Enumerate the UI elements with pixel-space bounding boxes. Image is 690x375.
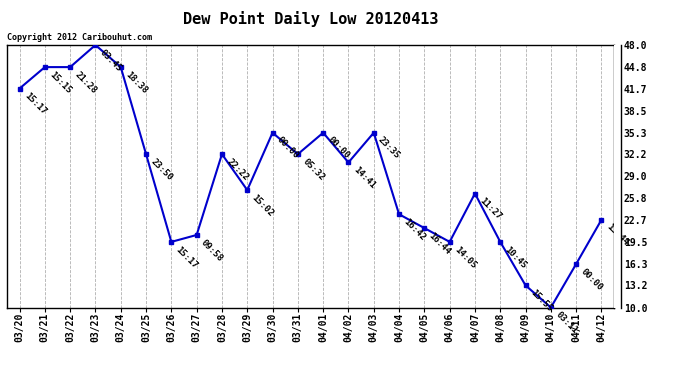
Text: 11:27: 11:27	[477, 196, 503, 222]
Text: 15:17: 15:17	[174, 244, 199, 270]
Text: 00:00: 00:00	[326, 135, 351, 161]
Text: 16:42: 16:42	[402, 217, 427, 242]
Text: 15:15: 15:15	[48, 70, 73, 95]
Text: 21:28: 21:28	[73, 70, 98, 95]
Text: 14:41: 14:41	[351, 165, 377, 190]
Text: 18:38: 18:38	[124, 70, 149, 95]
Text: 09:58: 09:58	[199, 238, 225, 263]
Text: Copyright 2012 Caribouhut.com: Copyright 2012 Caribouhut.com	[7, 33, 152, 42]
Text: 05:32: 05:32	[301, 157, 326, 182]
Text: 16:44: 16:44	[427, 231, 453, 256]
Text: 15:02: 15:02	[250, 193, 275, 218]
Text: 13:44: 13:44	[604, 222, 629, 248]
Text: 23:35: 23:35	[377, 135, 402, 161]
Text: 14:05: 14:05	[453, 244, 477, 270]
Text: 00:00: 00:00	[579, 267, 604, 292]
Text: 03:45: 03:45	[98, 48, 124, 73]
Text: 22:22: 22:22	[225, 157, 250, 182]
Text: 15:17: 15:17	[22, 91, 48, 117]
Text: Dew Point Daily Low 20120413: Dew Point Daily Low 20120413	[183, 11, 438, 27]
Text: 23:50: 23:50	[149, 157, 174, 182]
Text: 15:55: 15:55	[529, 288, 553, 314]
Text: 10:45: 10:45	[503, 244, 529, 270]
Text: 03:11: 03:11	[553, 310, 579, 336]
Text: 00:00: 00:00	[275, 135, 301, 161]
